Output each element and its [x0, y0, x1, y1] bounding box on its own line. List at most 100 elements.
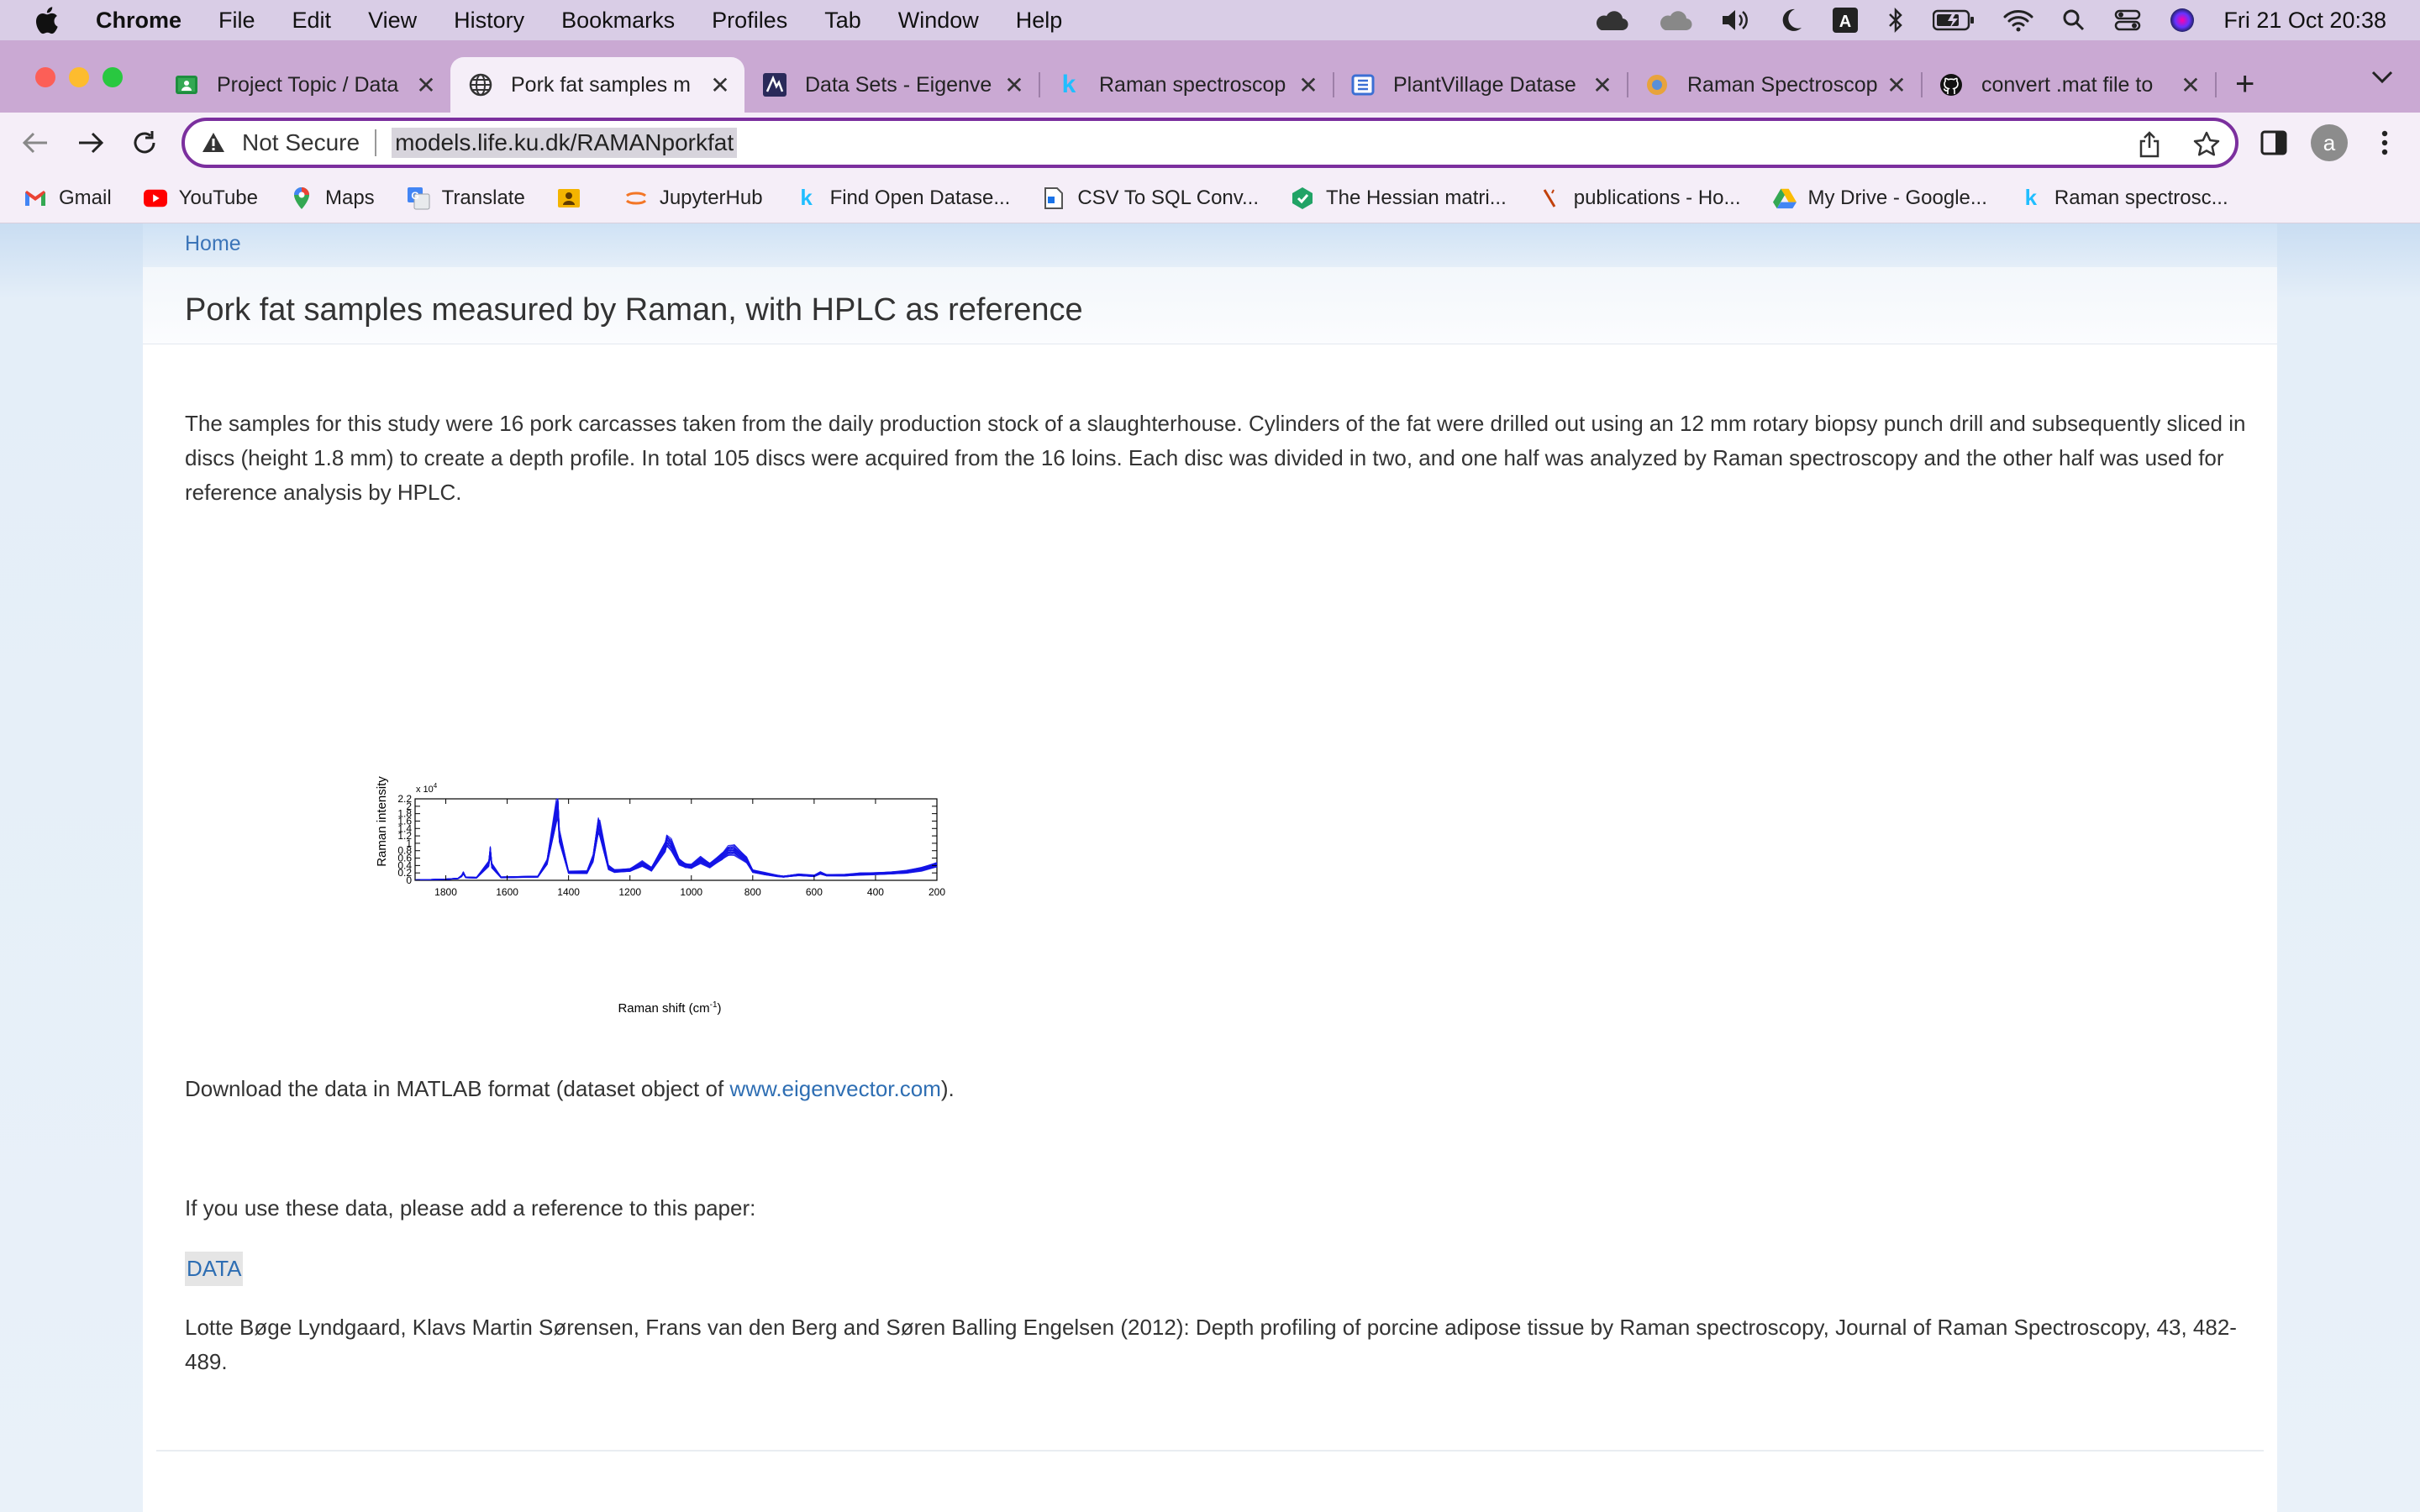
wifi-icon[interactable]: [2003, 8, 2033, 32]
tab-close-icon[interactable]: ✕: [416, 71, 436, 98]
menu-help[interactable]: Help: [1015, 7, 1063, 33]
bookmark-gmail[interactable]: Gmail: [24, 186, 112, 210]
tab-label: Pork fat samples m: [511, 72, 691, 97]
gmail-icon: [24, 186, 47, 210]
chart-y-tick-label: 0.8: [397, 845, 412, 857]
chart-y-tick-label: 2.2: [397, 793, 412, 805]
battery-icon[interactable]: [1933, 9, 1975, 31]
chart-x-tick-label: 1200: [618, 886, 641, 898]
home-link[interactable]: Home: [185, 232, 241, 255]
chart-x-tick-label: 1400: [557, 886, 580, 898]
more-vertical-icon[interactable]: [2370, 128, 2400, 158]
tab-raman-spectroscopy-kaggle[interactable]: k Raman spectroscop ✕: [1039, 57, 1333, 113]
google-drive-icon: [1772, 186, 1797, 210]
siri-icon[interactable]: [2170, 8, 2195, 33]
tab-label: Raman Spectroscop: [1687, 72, 1877, 97]
bookmark-jupyterhub[interactable]: JupyterHub: [624, 186, 763, 210]
tab-convert-mat-file[interactable]: convert .mat file to ✕: [1921, 57, 2215, 113]
url-text[interactable]: models.life.ku.dk/RAMANporkfat: [392, 128, 738, 158]
bookmark-maps[interactable]: Maps: [290, 186, 375, 210]
eigenvector-link[interactable]: www.eigenvector.com: [729, 1076, 941, 1101]
reload-icon[interactable]: [129, 128, 160, 158]
web-page-viewport: Home Pork fat samples measured by Raman,…: [0, 223, 2420, 1512]
bookmark-label: CSV To SQL Conv...: [1077, 186, 1259, 209]
spotlight-search-icon[interactable]: [2062, 8, 2086, 32]
bookmark-raman-spectroscopy[interactable]: k Raman spectrosc...: [2019, 185, 2228, 210]
jupyter-icon: [624, 186, 648, 210]
keyboard-input-icon[interactable]: A: [1832, 7, 1859, 34]
tab-close-icon[interactable]: ✕: [1592, 71, 1612, 98]
tab-close-icon[interactable]: ✕: [1004, 71, 1024, 98]
menu-view[interactable]: View: [368, 7, 418, 33]
cloud-outline-icon[interactable]: [1657, 8, 1692, 32]
window-minimize-button[interactable]: [69, 67, 89, 87]
menu-profiles[interactable]: Profiles: [712, 7, 788, 33]
address-bar[interactable]: Not Secure models.life.ku.dk/RAMANporkfa…: [182, 118, 2238, 168]
dataset-icon: [1351, 73, 1375, 97]
navigation-bar: Home: [143, 223, 2277, 267]
window-close-button[interactable]: [35, 67, 55, 87]
menu-window[interactable]: Window: [897, 7, 979, 33]
tab-project-topic[interactable]: Project Topic / Data ✕: [156, 57, 450, 113]
new-tab-plus-icon[interactable]: +: [2235, 66, 2255, 102]
apple-logo-icon[interactable]: [34, 6, 59, 34]
tab-data-sets-eigenvector[interactable]: Data Sets - Eigenve ✕: [744, 57, 1039, 113]
tab-plantvillage-dataset[interactable]: PlantVillage Datase ✕: [1333, 57, 1627, 113]
cloud-icon[interactable]: [1593, 8, 1628, 32]
bookmarks-bar: Gmail YouTube Maps G Translate JupyterHu…: [0, 173, 2420, 223]
chart-x-tick-label: 600: [806, 886, 823, 898]
eigenvector-icon: [763, 73, 786, 97]
profile-avatar[interactable]: a: [2311, 124, 2348, 161]
footer-divider: [156, 1450, 2264, 1452]
menu-edit[interactable]: Edit: [292, 7, 332, 33]
bookmark-my-drive[interactable]: My Drive - Google...: [1772, 186, 1987, 210]
bluetooth-icon[interactable]: [1887, 7, 1904, 34]
moon-icon[interactable]: [1780, 8, 1803, 33]
tab-close-icon[interactable]: ✕: [710, 71, 730, 98]
chart-y-tick-label: 2: [406, 801, 412, 812]
chart-series-group: [414, 798, 938, 881]
tab-separator: [1333, 72, 1334, 97]
tab-close-icon[interactable]: ✕: [2181, 71, 2201, 98]
back-arrow-icon[interactable]: [20, 128, 50, 158]
warning-triangle-icon[interactable]: [202, 131, 225, 155]
tab-label: Raman spectroscop: [1099, 72, 1286, 97]
bookmark-translate[interactable]: G Translate: [407, 186, 525, 210]
tab-search-chevron-down-icon[interactable]: [2371, 71, 2393, 84]
bookmark-youtube[interactable]: YouTube: [143, 186, 258, 210]
menu-app-name[interactable]: Chrome: [96, 7, 182, 33]
browser-toolbar: Not Secure models.life.ku.dk/RAMANporkfa…: [0, 113, 2420, 173]
chart-plot-area: [414, 798, 938, 881]
chart-y-multiplier-base: x 10: [416, 785, 434, 795]
bookmark-hessian-matrix[interactable]: The Hessian matri...: [1291, 186, 1507, 210]
security-status-label[interactable]: Not Secure: [242, 129, 360, 155]
menu-tab[interactable]: Tab: [824, 7, 861, 33]
hessian-icon: [1291, 186, 1314, 210]
control-center-icon[interactable]: [2114, 8, 2141, 32]
share-icon[interactable]: [2138, 131, 2161, 158]
menu-file[interactable]: File: [218, 7, 255, 33]
tab-label: Data Sets - Eigenve: [805, 72, 992, 97]
tab-pork-fat-samples[interactable]: Pork fat samples m ✕: [450, 57, 744, 113]
menu-bar-clock[interactable]: Fri 21 Oct 20:38: [2223, 7, 2386, 33]
bookmark-find-open-datasets[interactable]: k Find Open Datase...: [795, 185, 1010, 210]
menu-history[interactable]: History: [454, 7, 525, 33]
bookmark-star-icon[interactable]: [2193, 131, 2220, 158]
volume-icon[interactable]: [1721, 8, 1751, 33]
data-reference-link[interactable]: DATA: [185, 1252, 244, 1286]
side-panel-icon[interactable]: [2259, 128, 2289, 158]
tab-close-icon[interactable]: ✕: [1298, 71, 1318, 98]
forward-arrow-icon[interactable]: [76, 128, 106, 158]
translate-icon: G: [407, 186, 430, 210]
maps-icon: [290, 186, 313, 210]
bookmark-publications[interactable]: publications - Ho...: [1539, 186, 1741, 210]
tab-close-icon[interactable]: ✕: [1886, 71, 1907, 98]
address-bar-actions: [2138, 131, 2220, 158]
tab-raman-spectroscopy[interactable]: Raman Spectroscop ✕: [1627, 57, 1921, 113]
bookmark-user-card[interactable]: [557, 186, 592, 210]
menu-bookmarks[interactable]: Bookmarks: [561, 7, 676, 33]
chart-y-tick-label: 0.6: [397, 853, 412, 864]
window-zoom-button[interactable]: [103, 67, 123, 87]
chart-y-multiplier-exp: 4: [434, 782, 438, 790]
bookmark-csv-to-sql[interactable]: CSV To SQL Conv...: [1042, 186, 1259, 210]
